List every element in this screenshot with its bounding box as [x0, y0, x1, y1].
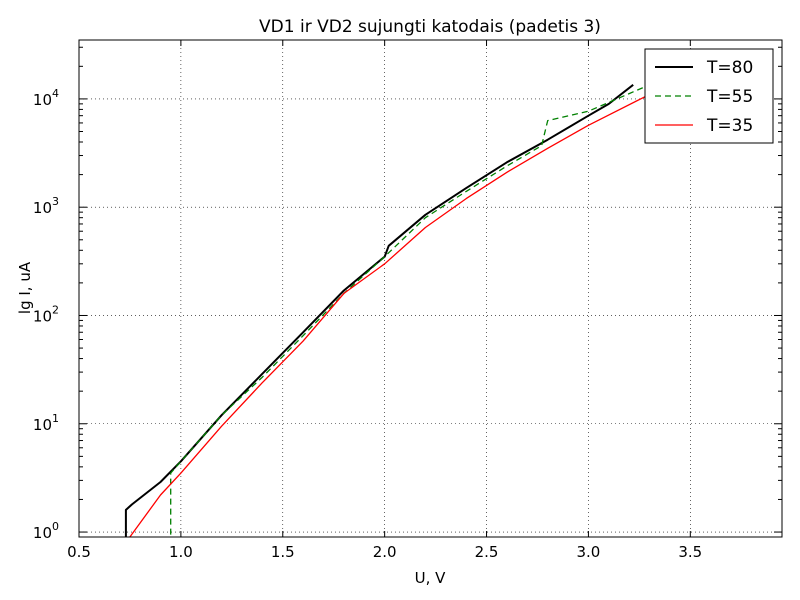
y-axis-label: lg I, uA [16, 261, 34, 314]
legend-label: T=80 [706, 58, 753, 78]
y-tick-base: 10 [33, 416, 52, 434]
legend: T=80 T=55 T=35 [644, 48, 774, 144]
y-tick-exponent: 4 [52, 87, 59, 100]
y-tick-label: 104 [33, 87, 59, 109]
series-group [124, 84, 650, 537]
x-tick-label: 3.5 [678, 543, 702, 561]
y-tick-base: 10 [33, 524, 52, 542]
legend-label: T=35 [706, 116, 753, 136]
chart-title: VD1 ir VD2 sujungti katodais (padetis 3) [259, 17, 601, 37]
y-tick-exponent: 2 [52, 303, 59, 316]
y-tick-exponent: 0 [52, 520, 59, 533]
y-tick-base: 10 [33, 91, 52, 109]
y-tick-label: 101 [33, 412, 59, 434]
y-tick-label: 100 [33, 520, 59, 542]
x-tick-label: 0.5 [67, 543, 91, 561]
x-tick-label: 3.0 [576, 543, 600, 561]
y-tick-label: 103 [33, 195, 59, 217]
x-tick-label: 2.5 [475, 543, 499, 561]
y-tick-base: 10 [33, 199, 52, 217]
x-tick-label: 1.0 [169, 543, 193, 561]
plot-frame [78, 39, 783, 538]
y-tick-base: 10 [33, 307, 52, 325]
x-tick-label: 2.0 [373, 543, 397, 561]
series-line-t-35 [129, 93, 650, 537]
x-tick-label: 1.5 [271, 543, 295, 561]
y-tick-exponent: 1 [52, 412, 59, 425]
x-axis-label: U, V [415, 569, 447, 587]
y-tick-exponent: 3 [52, 195, 59, 208]
y-tick-label: 102 [33, 303, 59, 325]
series-line-t-80 [124, 84, 634, 537]
legend-label: T=55 [706, 87, 753, 107]
